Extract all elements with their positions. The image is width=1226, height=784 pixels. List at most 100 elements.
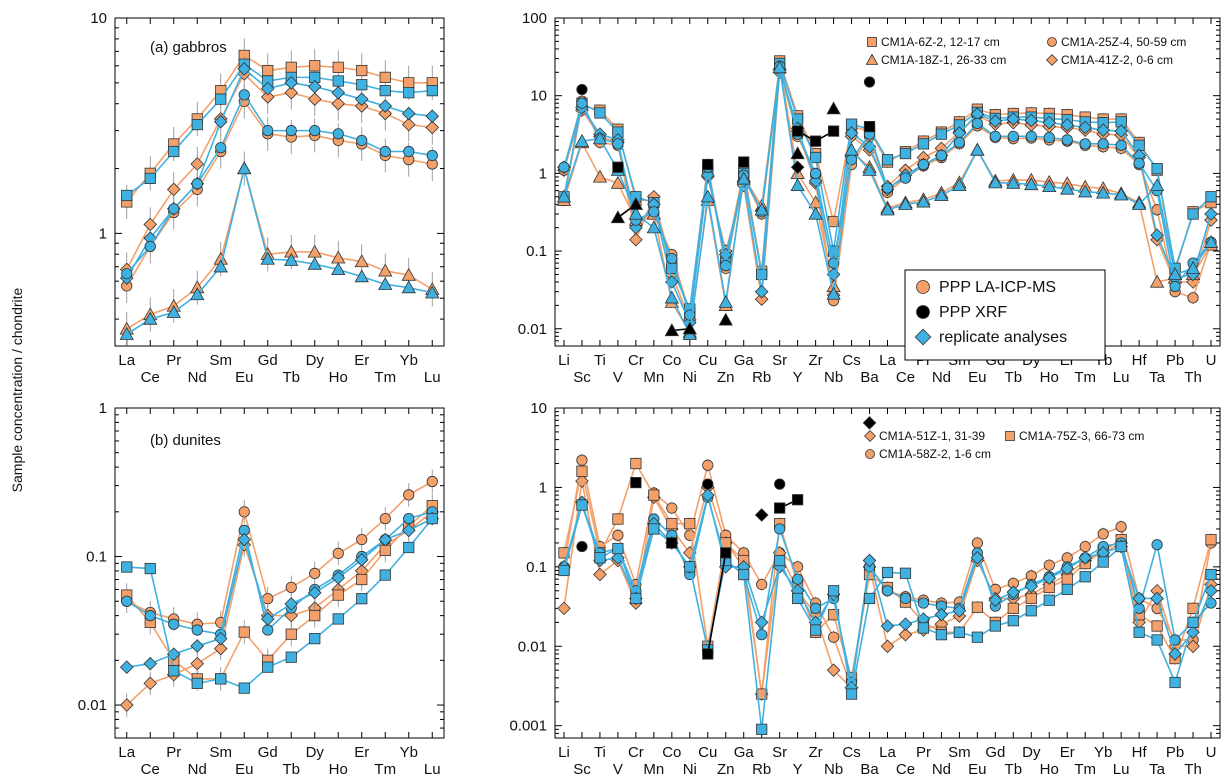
- data-point: [1024, 579, 1039, 594]
- series-line: [126, 682, 151, 706]
- series-line: [868, 560, 889, 627]
- data-point: [332, 613, 344, 625]
- series-18Z1-ppp-xrf: [610, 101, 841, 337]
- data-point: [576, 465, 588, 477]
- data-point: [917, 138, 930, 150]
- data-point: [576, 83, 588, 96]
- data-point: [899, 567, 912, 579]
- series-line: [220, 68, 245, 123]
- data-point: [1187, 616, 1199, 628]
- y-axis-label: Sample concentration / chondrite: [9, 287, 25, 492]
- data-point: [191, 178, 203, 190]
- data-point: [1078, 120, 1093, 135]
- data-point: [1113, 187, 1129, 201]
- series-line: [1156, 190, 1176, 287]
- data-point: [332, 61, 344, 73]
- data-point: [612, 513, 624, 525]
- data-point: [378, 263, 393, 277]
- data-point: [119, 660, 134, 674]
- series-line: [778, 65, 799, 135]
- data-point: [168, 618, 180, 630]
- data-point: [426, 85, 438, 97]
- series-75Z3-ppp-xrf: [630, 477, 804, 660]
- data-point: [844, 126, 859, 140]
- panel-label: (b) dunites: [150, 432, 221, 449]
- series-line: [581, 471, 601, 554]
- data-point: [1006, 112, 1021, 126]
- data-point: [354, 269, 369, 283]
- series-line: [796, 566, 817, 604]
- x-tick-label: Tb: [1005, 761, 1023, 778]
- x-tick-label: Sr: [772, 352, 787, 369]
- data-point: [718, 312, 733, 326]
- series-line: [219, 530, 246, 635]
- data-point: [790, 146, 805, 160]
- data-point: [168, 203, 180, 215]
- data-point: [1024, 113, 1039, 128]
- data-point: [754, 508, 769, 522]
- data-point: [144, 172, 156, 185]
- x-tick-label: Eu: [235, 369, 253, 386]
- data-point: [1168, 647, 1182, 661]
- data-point: [331, 96, 346, 111]
- data-point: [403, 541, 415, 554]
- data-point: [700, 488, 715, 502]
- data-point: [1204, 207, 1218, 221]
- legend-sample-label: CM1A-6Z-2, 12-17 cm: [881, 35, 1000, 49]
- x-tick-label: Mn: [643, 369, 664, 386]
- data-point: [190, 639, 205, 653]
- y-tick-label: 0.01: [518, 321, 547, 338]
- data-point: [1114, 124, 1128, 138]
- data-point: [684, 561, 696, 573]
- data-point: [648, 489, 660, 501]
- data-point: [810, 135, 822, 147]
- x-tick-label: Sm: [210, 352, 233, 369]
- data-point: [666, 518, 678, 530]
- data-point: [1150, 228, 1164, 243]
- data-point: [356, 593, 368, 605]
- series-line: [1120, 546, 1140, 633]
- x-tick-label: Ba: [860, 761, 879, 778]
- data-point: [1097, 556, 1109, 568]
- data-point: [260, 612, 275, 626]
- data-point: [1095, 185, 1111, 199]
- series-line: [581, 142, 601, 178]
- data-point: [1151, 539, 1163, 551]
- data-point: [143, 217, 158, 232]
- data-point: [576, 499, 588, 511]
- data-point: [827, 631, 840, 643]
- series-line: [243, 73, 269, 98]
- series-line: [742, 185, 763, 300]
- y-tick-label: 1: [539, 165, 547, 182]
- data-point: [378, 532, 393, 547]
- data-point: [952, 178, 967, 192]
- data-point: [881, 182, 894, 194]
- y-tick-label: 1: [99, 400, 107, 417]
- x-tick-label: Gd: [258, 352, 278, 369]
- data-point: [1185, 260, 1201, 274]
- series-line: [706, 465, 727, 536]
- series-line: [706, 552, 727, 655]
- series-line: [219, 539, 246, 639]
- data-point: [610, 210, 626, 224]
- data-point: [774, 523, 786, 535]
- y-tick-label: 100: [522, 10, 547, 27]
- series-line: [1120, 130, 1140, 156]
- data-point: [1007, 602, 1019, 614]
- series-6Z2-ppp-xrf: [612, 121, 876, 173]
- series-line: [243, 539, 269, 620]
- x-tick-label: Pb: [1166, 744, 1184, 761]
- data-point: [1007, 130, 1019, 142]
- data-point: [1151, 163, 1163, 175]
- series-line: [868, 169, 889, 211]
- series-line: [689, 494, 709, 568]
- data-point: [754, 615, 769, 630]
- data-point: [1187, 292, 1199, 304]
- data-point: [953, 136, 965, 149]
- panel-label: (a) gabbros: [150, 39, 227, 56]
- data-point: [1205, 568, 1217, 581]
- data-point: [988, 593, 1003, 608]
- data-point: [827, 125, 840, 137]
- series-line: [1156, 598, 1176, 655]
- data-point: [213, 641, 228, 656]
